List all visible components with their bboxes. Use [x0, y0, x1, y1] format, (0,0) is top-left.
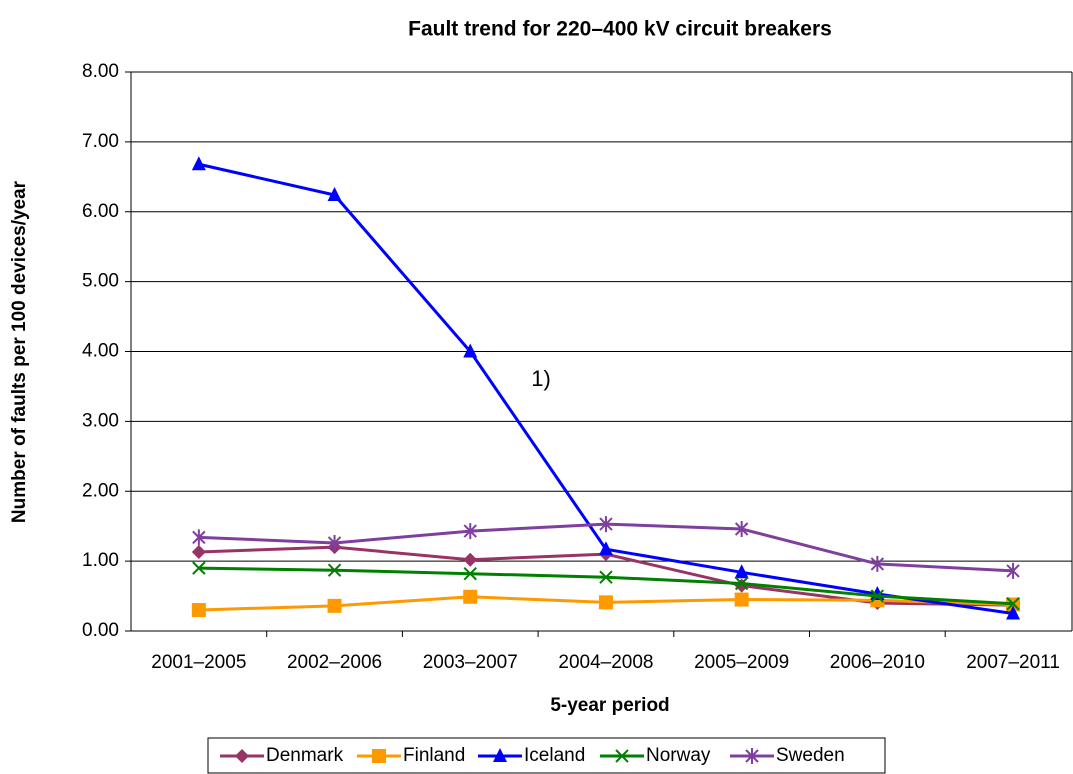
legend-marker: [372, 749, 386, 763]
y-tick-label: 5.00: [82, 271, 119, 292]
data-point: [1006, 597, 1020, 611]
data-point: [463, 343, 478, 358]
y-tick-label: 8.00: [82, 61, 119, 82]
data-point: [598, 541, 613, 556]
x-tick-label: 2001–2005: [151, 652, 246, 673]
legend-label: Denmark: [266, 745, 344, 766]
x-tick-label: 2007–2011: [966, 652, 1060, 673]
y-axis-label: Number of faults per 100 devices/year: [9, 180, 30, 523]
legend-label: Sweden: [776, 745, 845, 766]
chart-title: Fault trend for 220–400 kV circuit break…: [408, 18, 832, 41]
data-point: [191, 603, 206, 618]
x-tick-label: 2003–2007: [423, 652, 518, 673]
legend-marker: [235, 749, 249, 763]
legend-marker: [615, 749, 629, 763]
data-point: [463, 566, 477, 581]
legend-label: Iceland: [524, 745, 585, 766]
y-tick-label: 6.00: [82, 201, 119, 222]
data-point: [734, 592, 749, 607]
data-point: [1006, 605, 1021, 620]
legend-marker: [745, 748, 759, 764]
x-tick-label: 2002–2006: [287, 652, 382, 673]
data-point: [734, 578, 749, 593]
legend-label: Norway: [646, 745, 711, 766]
data-point: [599, 516, 613, 533]
data-point: [192, 561, 206, 575]
data-point: [598, 595, 613, 610]
data-point: [599, 570, 613, 584]
data-point: [1006, 562, 1020, 579]
data-point: [870, 589, 885, 603]
data-point: [463, 552, 478, 567]
data-point: [327, 186, 342, 201]
data-point: [870, 555, 885, 572]
x-tick-label: 2004–2008: [558, 652, 653, 673]
data-point: [327, 534, 342, 551]
data-point: [192, 529, 206, 546]
data-point: [327, 563, 342, 577]
legend-marker: [493, 748, 507, 762]
y-tick-label: 3.00: [82, 410, 119, 431]
y-tick-label: 1.00: [82, 550, 119, 571]
y-tick-label: 4.00: [82, 341, 119, 362]
data-point: [463, 523, 477, 540]
data-point: [191, 545, 206, 560]
data-point: [734, 520, 749, 537]
data-point: [191, 156, 206, 171]
y-tick-label: 0.00: [82, 620, 119, 641]
y-tick-label: 7.00: [82, 131, 119, 152]
legend-label: Finland: [403, 745, 465, 766]
data-point: [734, 564, 749, 579]
data-point: [463, 589, 478, 604]
x-tick-label: 2006–2010: [830, 652, 925, 673]
annotation: 1): [531, 366, 551, 391]
x-tick-label: 2005–2009: [694, 652, 789, 673]
data-point: [327, 598, 342, 613]
data-point: [734, 576, 749, 591]
x-axis-label: 5-year period: [550, 695, 669, 716]
y-tick-label: 2.00: [82, 480, 119, 501]
